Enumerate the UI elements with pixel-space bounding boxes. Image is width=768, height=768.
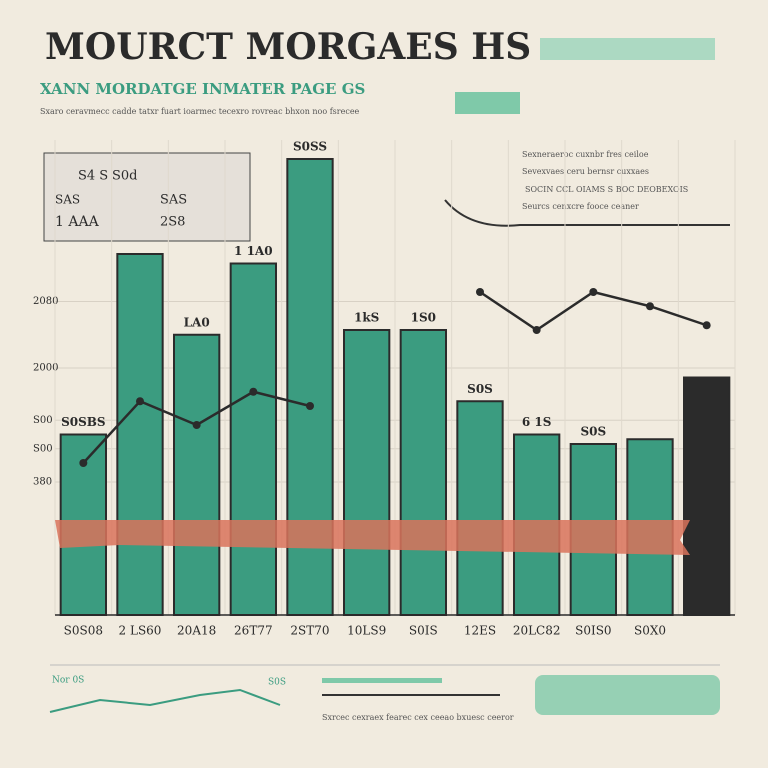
bar [173, 333, 221, 616]
x-tick-label: 12ES [464, 624, 496, 638]
y-tick-label: S00 [33, 415, 53, 426]
line-point [532, 326, 541, 334]
mini-map [535, 675, 720, 715]
plot: 380 S00 S00 2000 2080 S0SBS LA0 1 1A0 S0SS 1kS 1S0… [33, 140, 736, 638]
x-tick-label: S0X0 [634, 624, 666, 638]
bar-annotation: 1 1A0 [234, 244, 273, 258]
mini-label: S0S [268, 678, 286, 688]
bar [683, 376, 731, 616]
bar-annotation: LA0 [184, 315, 210, 329]
line-point [646, 302, 654, 311]
mini-label: Nor 0S [52, 676, 84, 686]
title-banner [540, 38, 715, 60]
intro: Sxaro ceravmecc cadde tatxr fuart ioarme… [40, 107, 360, 116]
bar-annotation: S0S [580, 425, 606, 439]
x-tick-label: 2ST70 [290, 624, 329, 638]
bar [229, 262, 278, 616]
info-line: SAS [160, 193, 187, 208]
info-line: SAS [55, 193, 80, 207]
line-point [79, 459, 88, 467]
bar [343, 329, 391, 616]
footer-text: Sxrcec cexraex fearec cex ceeao bxuesc c… [322, 713, 514, 722]
bar [399, 329, 447, 616]
line-point [476, 288, 484, 296]
title: MOURCT MORGAES HS [45, 26, 531, 68]
bar [116, 253, 164, 616]
x-tick-label: S0S08 [64, 624, 103, 638]
y-tick-label: 2000 [33, 363, 58, 374]
line-point [702, 321, 711, 330]
note: Sevexvaes ceru bernsr cuxxaes [522, 167, 649, 176]
ribbon [55, 520, 690, 555]
info-line: S0d [112, 169, 138, 184]
note: Seurcs cenxcre fooce ceaner [522, 202, 639, 211]
y-tick-label: S00 [33, 443, 53, 454]
x-tick-label: 20LC82 [513, 624, 561, 638]
info-line: 1 AAA [55, 214, 100, 230]
line-point [589, 288, 598, 296]
x-tick-label: 2 LS60 [119, 624, 162, 638]
mini-bar [322, 678, 442, 683]
mini-line [49, 688, 281, 713]
note: Sexneraeroc cuxnbr fres ceiloe [522, 150, 649, 159]
x-tick-label: 20A18 [177, 624, 216, 638]
bar-annotation: S0S [467, 382, 493, 396]
badge [455, 92, 520, 114]
x-tick-label: 10LS9 [347, 624, 386, 638]
bar-annotation: S0SS [293, 140, 327, 154]
info-box [43, 152, 251, 242]
bar [456, 400, 504, 616]
info-line: 2S8 [160, 215, 185, 230]
y-tick-label: 380 [33, 477, 52, 488]
x-tick-label: S0IS [409, 624, 438, 638]
bar-annotation: 6 1S [522, 415, 552, 429]
x-tick-label: S0IS0 [575, 624, 611, 638]
bar-annotation: 1S0 [411, 311, 436, 325]
info-line: S4 S [78, 169, 108, 184]
note: SOCIN CCL OIAMS S BOC DEOBEXOIS [525, 185, 688, 194]
x-tick-label: 26T77 [234, 624, 273, 638]
line-point [192, 421, 201, 429]
line-point [136, 397, 144, 406]
line-point [249, 387, 258, 396]
bar-annotation: S0SBS [61, 415, 106, 429]
line-point [306, 402, 314, 410]
bar-annotation: 1kS [354, 311, 379, 325]
y-tick-label: 2080 [33, 296, 58, 307]
subtitle: XANN MORDATGE INMATER PAGE GS [40, 80, 365, 98]
